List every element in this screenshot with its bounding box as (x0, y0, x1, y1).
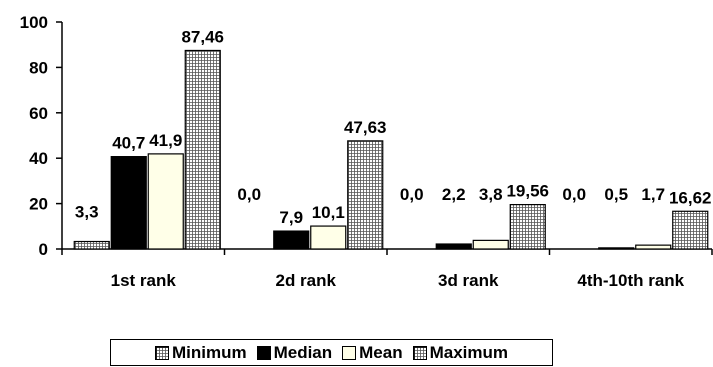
data-label-median: 2,2 (442, 185, 466, 204)
legend-item-maximum: Maximum (412, 342, 509, 363)
x-tick-label: 3d rank (438, 271, 499, 290)
bar-mean (635, 244, 672, 250)
legend: Minimum Median Mean Maximum (110, 339, 553, 366)
y-tick-label: 40 (29, 149, 48, 168)
legend-label-mean: Mean (359, 342, 403, 362)
data-label-mean: 10,1 (312, 203, 345, 222)
bar-median (435, 243, 472, 250)
y-tick-label: 60 (29, 104, 48, 123)
data-label-maximum: 47,63 (344, 118, 387, 137)
legend-item-minimum: Minimum (154, 342, 247, 363)
data-label-median: 40,7 (112, 134, 145, 153)
data-label-maximum: 19,56 (506, 182, 549, 201)
legend-label-median: Median (273, 342, 333, 362)
bar-median (110, 156, 147, 250)
data-label-minimum: 3,3 (75, 203, 99, 222)
data-label-mean: 3,8 (479, 185, 503, 204)
bar-median (273, 230, 310, 250)
bar-maximum (509, 203, 546, 250)
data-label-minimum: 0,0 (562, 185, 586, 204)
maximum-swatch (412, 345, 427, 360)
x-tick-label: 4th-10th rank (577, 271, 684, 290)
bar-mean (472, 239, 509, 250)
legend-item-median: Median (256, 342, 333, 363)
bar-mean (310, 225, 347, 250)
bar-minimum (73, 240, 110, 250)
bar-mean (147, 153, 184, 250)
bar-maximum (184, 49, 221, 250)
data-label-mean: 1,7 (641, 185, 665, 204)
bar-median (598, 247, 635, 250)
mean-swatch (342, 345, 357, 360)
y-tick-label: 80 (29, 58, 48, 77)
data-label-mean: 41,9 (149, 131, 182, 150)
legend-item-mean: Mean (342, 342, 403, 363)
legend-label-minimum: Minimum (171, 342, 247, 362)
data-label-maximum: 16,62 (669, 188, 712, 207)
x-tick-label: 2d rank (276, 271, 337, 290)
y-tick-label: 0 (39, 240, 48, 259)
x-tick-label: 1st rank (111, 271, 177, 290)
data-label-minimum: 0,0 (400, 185, 424, 204)
bar-maximum (672, 210, 709, 250)
legend-label-maximum: Maximum (429, 342, 509, 362)
data-label-maximum: 87,46 (181, 27, 224, 46)
median-swatch (256, 345, 271, 360)
data-label-median: 7,9 (279, 208, 303, 227)
minimum-swatch (154, 345, 169, 360)
bar-maximum (347, 140, 384, 250)
y-tick-label: 100 (20, 13, 48, 32)
data-label-minimum: 0,0 (237, 185, 261, 204)
y-tick-label: 20 (29, 195, 48, 214)
data-label-median: 0,5 (604, 185, 628, 204)
